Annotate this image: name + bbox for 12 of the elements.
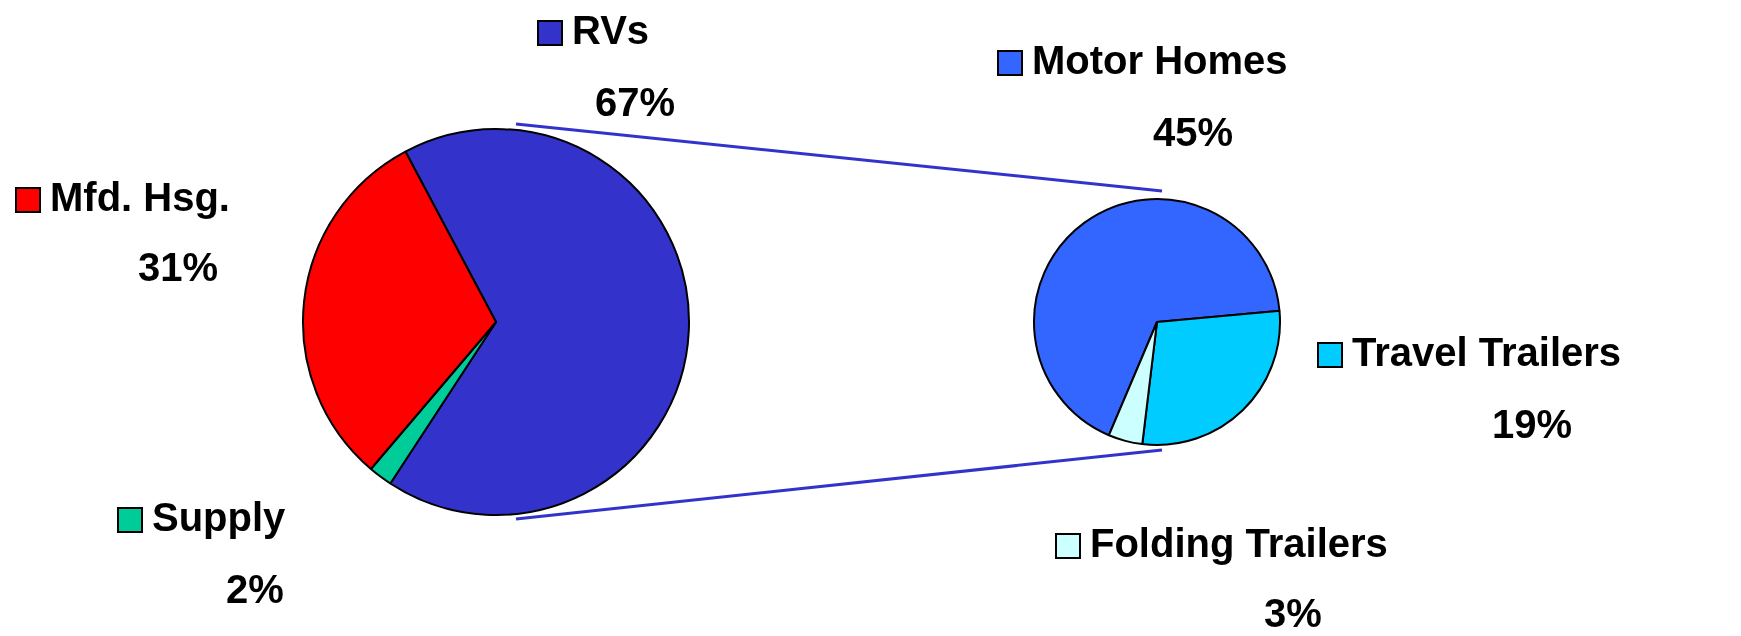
data-label: 3% <box>1264 591 1322 636</box>
legend-label: Travel Trailers <box>1352 330 1622 375</box>
data-label: 45% <box>1152 110 1234 155</box>
data-label: 19% <box>1491 402 1573 447</box>
legend-label: RVs <box>572 8 650 53</box>
legend-label: Motor Homes <box>1032 38 1288 83</box>
legend-label: Mfd. Hsg. <box>50 175 230 220</box>
legend-label: Folding Trailers <box>1090 521 1388 566</box>
data-label: 2% <box>226 567 284 612</box>
data-label: 67% <box>594 80 676 125</box>
legend-label: Supply <box>152 495 287 540</box>
data-label: 31% <box>137 245 219 290</box>
